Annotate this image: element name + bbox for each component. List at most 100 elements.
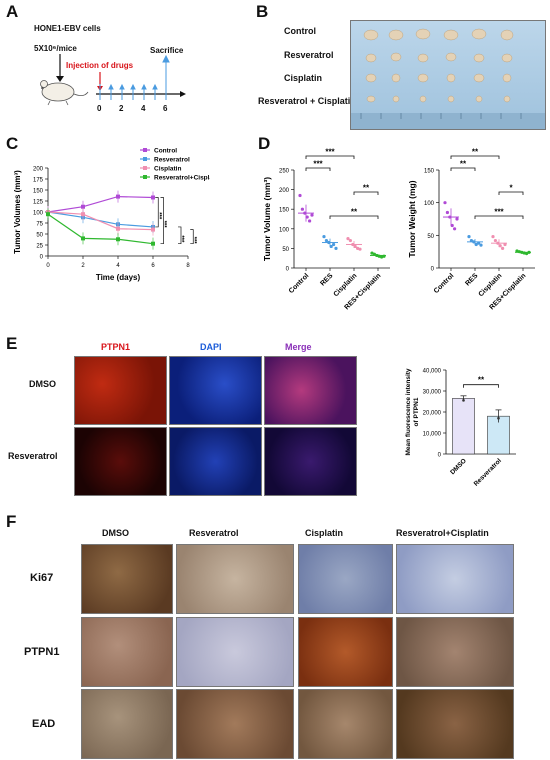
if-row-dmso: DMSO bbox=[29, 379, 56, 389]
ptpn1-fluorescence-bar-chart: 0 10,000 20,000 30,000 40,000 Mean fluorescen… bbox=[405, 368, 516, 488]
significance-bracket bbox=[160, 197, 164, 245]
data-point bbox=[501, 246, 505, 250]
data-point bbox=[493, 238, 497, 243]
y-tick-label: 150 bbox=[424, 169, 435, 175]
significance-label: ** bbox=[478, 376, 485, 385]
if-ptpn1-dmso bbox=[74, 356, 167, 425]
tick-4: 4 bbox=[141, 104, 146, 113]
row-label-combo: Resveratrol + Cisplatin bbox=[258, 96, 356, 106]
significance-bracket bbox=[450, 167, 476, 171]
data-point bbox=[116, 237, 120, 242]
data-point bbox=[334, 246, 338, 250]
y-tick-label: 0 bbox=[286, 267, 290, 273]
ihc-ptpn1-resveratrol bbox=[176, 617, 294, 687]
data-point bbox=[455, 217, 459, 221]
y-tick-label: 50 bbox=[427, 234, 434, 240]
ihc-ptpn1-combo bbox=[396, 617, 514, 687]
if-col-merge: Merge bbox=[285, 342, 312, 352]
data-point bbox=[525, 252, 529, 256]
x-tick-label: 6 bbox=[151, 263, 155, 269]
data-point bbox=[310, 213, 314, 217]
data-point bbox=[443, 201, 447, 205]
tick-6: 6 bbox=[163, 104, 168, 113]
data-point bbox=[151, 195, 155, 200]
significance-label: * bbox=[509, 184, 513, 193]
x-tick-label: DMSO bbox=[449, 457, 468, 476]
y-tick-label: 100 bbox=[279, 227, 290, 233]
data-point bbox=[322, 235, 326, 239]
if-row-resveratrol: Resveratrol bbox=[8, 451, 58, 461]
data-point bbox=[467, 235, 471, 239]
x-tick-label: 0 bbox=[46, 263, 50, 269]
data-point bbox=[479, 243, 483, 247]
row-label-cisplatin: Cisplatin bbox=[284, 73, 323, 83]
data-point bbox=[116, 226, 120, 231]
y-axis-label: Tumor Weight (mg) bbox=[407, 180, 417, 257]
x-tick-label: Resveratrol bbox=[473, 457, 503, 487]
y-tick-label: 75 bbox=[36, 222, 43, 228]
data-point bbox=[503, 242, 507, 247]
data-point bbox=[497, 416, 500, 420]
x-tick-label: Control bbox=[288, 272, 311, 295]
data-point bbox=[445, 210, 449, 215]
if-dapi-resveratrol bbox=[169, 427, 262, 496]
tumor-blobs bbox=[363, 28, 514, 103]
tumor-photo-drawing bbox=[351, 28, 545, 129]
data-point bbox=[453, 227, 457, 231]
significance-bracket bbox=[450, 155, 500, 159]
data-point bbox=[380, 255, 384, 259]
legend-marker bbox=[143, 166, 147, 170]
significance-bracket bbox=[305, 155, 355, 159]
data-point bbox=[151, 241, 155, 246]
y-tick-label: 200 bbox=[33, 167, 44, 173]
data-point bbox=[81, 236, 85, 241]
data-point bbox=[81, 204, 85, 209]
ihc-row-ki67: Ki67 bbox=[30, 572, 54, 584]
significance-bracket bbox=[190, 229, 194, 245]
dose-arrows bbox=[99, 54, 170, 100]
significance-label: ** bbox=[460, 160, 467, 169]
legend-label: Resveratrol+Cisplatin bbox=[154, 175, 210, 182]
ihc-ki67-cisplatin bbox=[298, 544, 393, 614]
series-line-1 bbox=[47, 211, 154, 228]
series-line-2 bbox=[47, 211, 154, 231]
bar bbox=[452, 398, 475, 455]
data-point bbox=[116, 194, 120, 199]
data-point bbox=[491, 235, 495, 239]
significance-bracket bbox=[463, 384, 499, 388]
y-tick-label: 30,000 bbox=[423, 390, 442, 396]
y-tick-label: 50 bbox=[36, 233, 43, 239]
panel-b-letter: B bbox=[256, 2, 269, 21]
y-tick-label: 175 bbox=[33, 178, 44, 184]
sacrifice-label: Sacrifice bbox=[150, 46, 184, 55]
data-point bbox=[81, 212, 85, 217]
ihc-col-cisplatin: Cisplatin bbox=[305, 528, 344, 538]
if-col-ptpn1: PTPN1 bbox=[101, 342, 131, 352]
panel-d-letter: D bbox=[258, 134, 271, 153]
significance-label: *** bbox=[178, 235, 184, 243]
legend-marker bbox=[143, 148, 147, 152]
y-tick-label: 100 bbox=[424, 201, 435, 207]
data-point bbox=[151, 227, 155, 232]
ihc-ptpn1-cisplatin bbox=[298, 617, 393, 687]
if-ptpn1-resveratrol bbox=[74, 427, 167, 496]
significance-bracket bbox=[474, 215, 524, 219]
ihc-ki67-resveratrol bbox=[176, 544, 294, 614]
x-tick-label: RES bbox=[464, 272, 479, 287]
data-point bbox=[298, 193, 302, 198]
data-point bbox=[477, 241, 481, 245]
y-tick-label: 0 bbox=[40, 255, 44, 261]
x-tick-label: Control bbox=[433, 272, 456, 295]
y-tick-label: 150 bbox=[33, 189, 44, 195]
legend-label: Control bbox=[154, 148, 177, 155]
ihc-ead-resveratrol bbox=[176, 689, 294, 759]
y-tick-label: 0 bbox=[431, 267, 435, 273]
y-tick-label: 150 bbox=[279, 208, 290, 214]
ihc-col-combo: Resveratrol+Cisplatin bbox=[396, 528, 489, 538]
panel-a-letter: A bbox=[6, 2, 19, 21]
data-point bbox=[358, 247, 362, 251]
data-point bbox=[348, 238, 352, 243]
row-label-control: Control bbox=[284, 26, 316, 36]
ruler bbox=[351, 113, 545, 129]
row-label-resveratrol: Resveratrol bbox=[284, 50, 334, 60]
